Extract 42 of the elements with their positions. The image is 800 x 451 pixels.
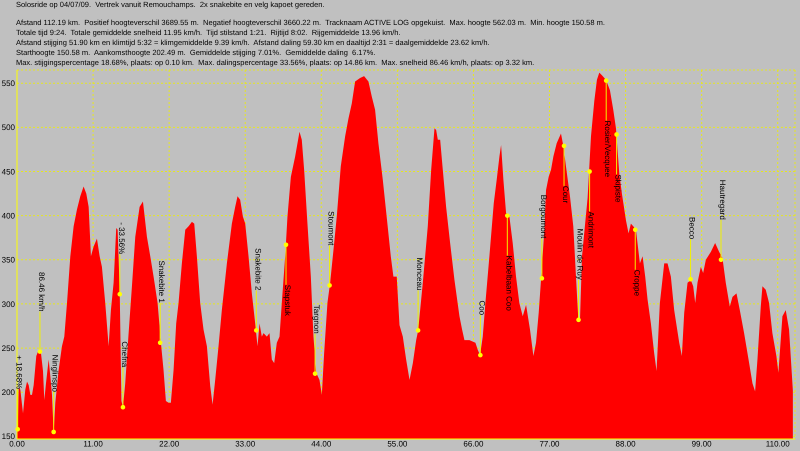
x-tick-label: 110.00 bbox=[766, 440, 790, 449]
annotation: Chefna bbox=[120, 341, 129, 368]
annotation: Cour bbox=[561, 186, 570, 204]
y-tick-label: 450 bbox=[2, 167, 16, 176]
x-tick-label: 77.00 bbox=[539, 440, 560, 449]
annotation: 86.46 km/h bbox=[36, 272, 46, 312]
annotation: Andrimont bbox=[586, 212, 596, 249]
annotation: Monceau bbox=[415, 257, 424, 290]
annotation: Kabelbaan Coo bbox=[504, 256, 514, 312]
x-tick-label: 33.00 bbox=[235, 440, 256, 449]
y-tick-label: 150 bbox=[2, 432, 16, 442]
annotation: Becco bbox=[688, 216, 697, 240]
y-tick-label: 400 bbox=[2, 212, 16, 220]
annotation: Stapstuk bbox=[283, 284, 292, 317]
y-tick-label: 250 bbox=[2, 344, 16, 353]
annotation: Snakebite 2 bbox=[253, 248, 262, 291]
annotation: Rosier/Vecquee bbox=[603, 120, 612, 178]
annotation: Coo bbox=[477, 300, 486, 316]
annotation: + 18.68% bbox=[14, 355, 24, 390]
x-tick-label: 22.00 bbox=[159, 440, 180, 449]
annotation: Moulin de Ruy bbox=[576, 228, 585, 280]
y-tick-label: 300 bbox=[2, 300, 16, 309]
annotation: Hautregard bbox=[718, 180, 728, 220]
annotation: Croppe bbox=[632, 270, 642, 297]
annotation: Borgoumont bbox=[538, 194, 548, 240]
y-tick-label: 350 bbox=[2, 256, 16, 265]
x-tick-label: 11.00 bbox=[83, 440, 104, 449]
x-tick-label: 66.00 bbox=[463, 440, 484, 449]
y-tick-label: 550 bbox=[2, 79, 16, 88]
x-tick-label: 0.00 bbox=[9, 440, 26, 449]
y-tick-label: 200 bbox=[2, 388, 16, 398]
annotation: Snakebite 1 bbox=[157, 260, 166, 304]
x-tick-label: 88.00 bbox=[616, 440, 636, 449]
x-tick-label: 55.00 bbox=[387, 440, 408, 449]
annotation: Targnon bbox=[312, 304, 322, 334]
annotation: Stoumont bbox=[326, 211, 336, 246]
annotation: Skipiste bbox=[614, 174, 623, 204]
annotation: Ninglinspo bbox=[50, 354, 60, 392]
x-tick-label: 44.00 bbox=[311, 440, 332, 449]
y-tick-label: 500 bbox=[2, 123, 16, 132]
x-tick-label: 99.00 bbox=[692, 440, 712, 449]
annotation: - 33.56% bbox=[116, 222, 126, 254]
